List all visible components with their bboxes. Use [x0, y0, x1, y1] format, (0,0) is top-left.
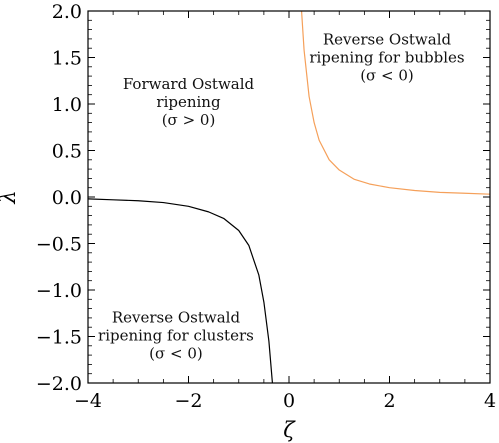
annotation-line: ripening for clusters — [98, 327, 254, 345]
x-tick-label: 2 — [383, 390, 395, 412]
x-tick-label: −2 — [174, 390, 202, 412]
y-tick-label: 0.5 — [52, 141, 82, 163]
series-line-2 — [300, 11, 490, 195]
annotation-line: (σ < 0) — [360, 67, 414, 85]
y-tick-label: −0.5 — [36, 234, 82, 256]
labels-layer: −4 −2 0 2 4 2.0 1.5 1.0 0.5 0.0 −0.5 −1.0 −1.5 −2.0 — [36, 1, 496, 412]
annotation-line: Reverse Ostwald — [323, 31, 452, 49]
x-tick-label: 4 — [484, 390, 496, 412]
series-line-1 — [88, 198, 274, 383]
y-tick-label: 2.0 — [52, 1, 82, 23]
y-tick-label: −1.5 — [36, 327, 82, 349]
y-tick-label: 0.0 — [52, 187, 82, 209]
annotation-line: ripening for bubbles — [309, 49, 464, 67]
annotation-line: ripening — [156, 93, 221, 111]
x-axis-label: ζ — [283, 418, 296, 442]
x-tick-label: 0 — [283, 390, 295, 412]
y-tick-label: −1.0 — [36, 280, 82, 302]
x-tick-label: −4 — [74, 390, 102, 412]
annotation-line: (σ < 0) — [149, 345, 203, 363]
y-axis-label: λ — [0, 190, 20, 204]
series-layer — [88, 11, 490, 383]
annotation-line: Forward Ostwald — [123, 75, 255, 93]
y-tick-label: −2.0 — [36, 373, 82, 395]
plot-frame — [87, 10, 491, 384]
y-tick-label: 1.5 — [52, 48, 82, 70]
annotation-line: Reverse Ostwald — [112, 309, 241, 327]
y-tick-label: 1.0 — [52, 94, 82, 116]
annotation-line: (σ > 0) — [162, 111, 216, 129]
